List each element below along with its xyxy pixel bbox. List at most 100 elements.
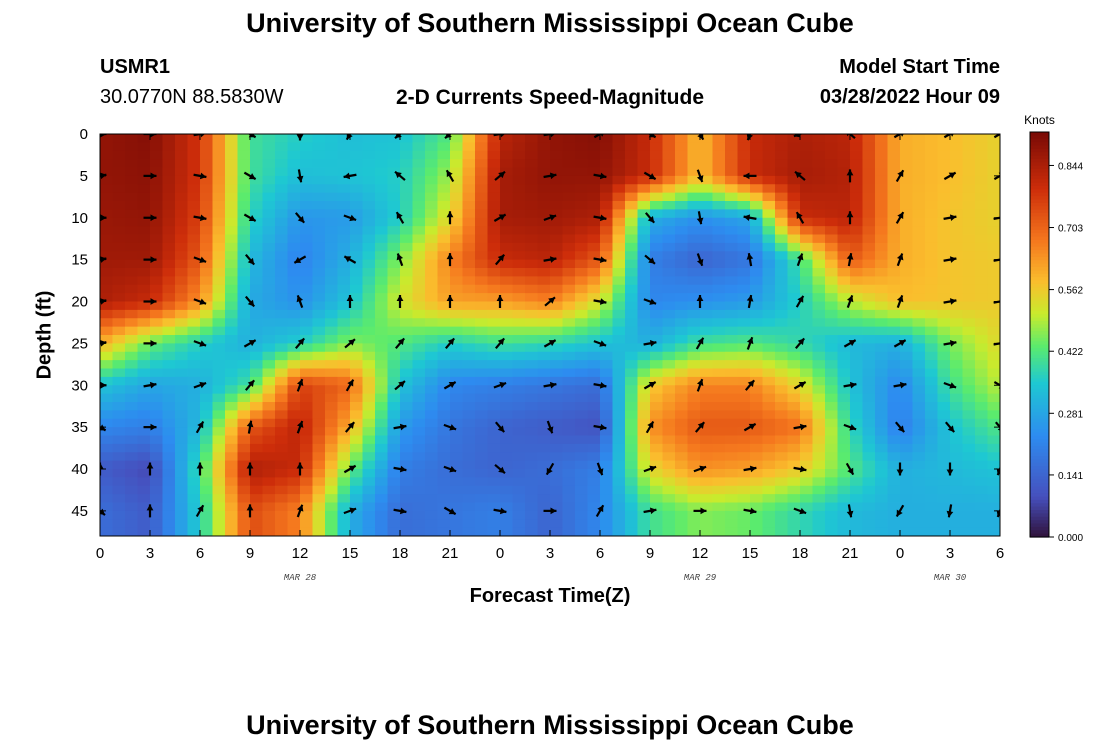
heat-cell [675, 502, 689, 512]
heat-cell [875, 142, 889, 152]
heat-cell [537, 209, 551, 219]
heat-cell [900, 150, 914, 160]
heat-cell [412, 276, 426, 286]
heat-cell [875, 217, 889, 227]
heat-cell [687, 335, 701, 344]
heat-cell [900, 376, 914, 386]
heat-cell [825, 326, 839, 336]
heat-cell [187, 326, 201, 336]
heat-cell [225, 502, 239, 512]
current-arrow-head [949, 298, 957, 305]
heat-cell [600, 318, 614, 328]
heat-cell [737, 427, 751, 437]
current-arrow-head [150, 214, 157, 222]
heat-cell [862, 159, 876, 169]
heat-cell [987, 251, 1000, 261]
heat-cell [225, 268, 239, 277]
current-arrows [100, 134, 1000, 518]
heat-cell [250, 284, 264, 294]
heat-cell [625, 368, 639, 378]
heat-cell [525, 259, 539, 269]
heat-cell [325, 175, 339, 185]
x-axis-label: Forecast Time(Z) [469, 585, 631, 607]
current-arrow-head [248, 215, 256, 221]
heat-cell [625, 418, 639, 428]
heat-cell [600, 427, 614, 437]
heat-cell [437, 427, 451, 437]
heat-cell [325, 259, 339, 269]
heat-cell [362, 427, 376, 437]
heat-cell [525, 368, 539, 378]
heat-cell [725, 519, 739, 529]
heat-cell [800, 510, 814, 520]
heat-cell [437, 251, 451, 261]
heat-cell [337, 167, 351, 177]
heat-cell [850, 360, 864, 370]
heat-cell [337, 309, 351, 319]
heat-cell [325, 385, 339, 395]
heat-cell [312, 527, 326, 536]
heat-cell [425, 251, 439, 261]
heat-cell [725, 284, 739, 294]
heat-cell [425, 376, 439, 386]
heat-cell [700, 351, 714, 361]
heat-cell [812, 309, 826, 319]
heat-cell [962, 276, 976, 286]
heat-cell [887, 402, 901, 411]
current-arrow [593, 214, 607, 222]
colorbar-swatch [1030, 132, 1049, 136]
heat-cell [325, 284, 339, 294]
heat-cell [850, 418, 864, 428]
colorbar-tick-label: 0.141 [1058, 471, 1083, 482]
heat-cell [100, 519, 114, 529]
heat-cell [775, 402, 789, 411]
heat-cell [162, 301, 176, 311]
heat-cell [837, 276, 851, 286]
heat-cell [687, 293, 701, 303]
heat-cell [112, 519, 126, 529]
current-arrow-shaft [493, 134, 507, 137]
heat-cell [562, 142, 576, 152]
heat-cell [487, 494, 501, 504]
heat-cell [200, 159, 214, 169]
heat-cell [475, 385, 489, 395]
heat-cell [587, 326, 601, 336]
heat-cell [237, 226, 251, 236]
colorbar-swatch [1030, 395, 1049, 400]
current-arrow-head [496, 295, 504, 301]
heat-cell [462, 343, 476, 353]
heat-cell [837, 167, 851, 177]
heat-cell [950, 360, 964, 370]
heat-cell [250, 234, 264, 244]
footer-title: University of Southern Mississippi Ocean… [246, 710, 854, 740]
heat-cell [137, 385, 151, 395]
heat-cell [787, 443, 801, 453]
heat-cell [875, 494, 889, 504]
heat-cell [812, 494, 826, 504]
heat-cell [950, 134, 964, 143]
heat-cell [450, 209, 464, 219]
heat-cell [950, 217, 964, 227]
heat-cell [875, 477, 889, 487]
heat-cell [537, 343, 551, 353]
heat-cell [337, 368, 351, 378]
heat-cell [987, 226, 1000, 236]
heat-cell [275, 494, 289, 504]
heat-cell [687, 443, 701, 453]
heat-cell [937, 159, 951, 169]
current-arrow-head [947, 425, 955, 433]
heat-cell [175, 360, 189, 370]
heat-cell [175, 393, 189, 403]
heat-cell [812, 527, 826, 536]
heat-cell [862, 360, 876, 370]
heat-cell [662, 343, 676, 353]
heat-cell [825, 360, 839, 370]
heat-cell [750, 410, 764, 420]
heat-cell [662, 502, 676, 512]
heat-cell [625, 427, 639, 437]
heat-cell [400, 268, 414, 277]
heat-cell [112, 326, 126, 336]
heat-cell [887, 192, 901, 202]
heat-cell [687, 351, 701, 361]
